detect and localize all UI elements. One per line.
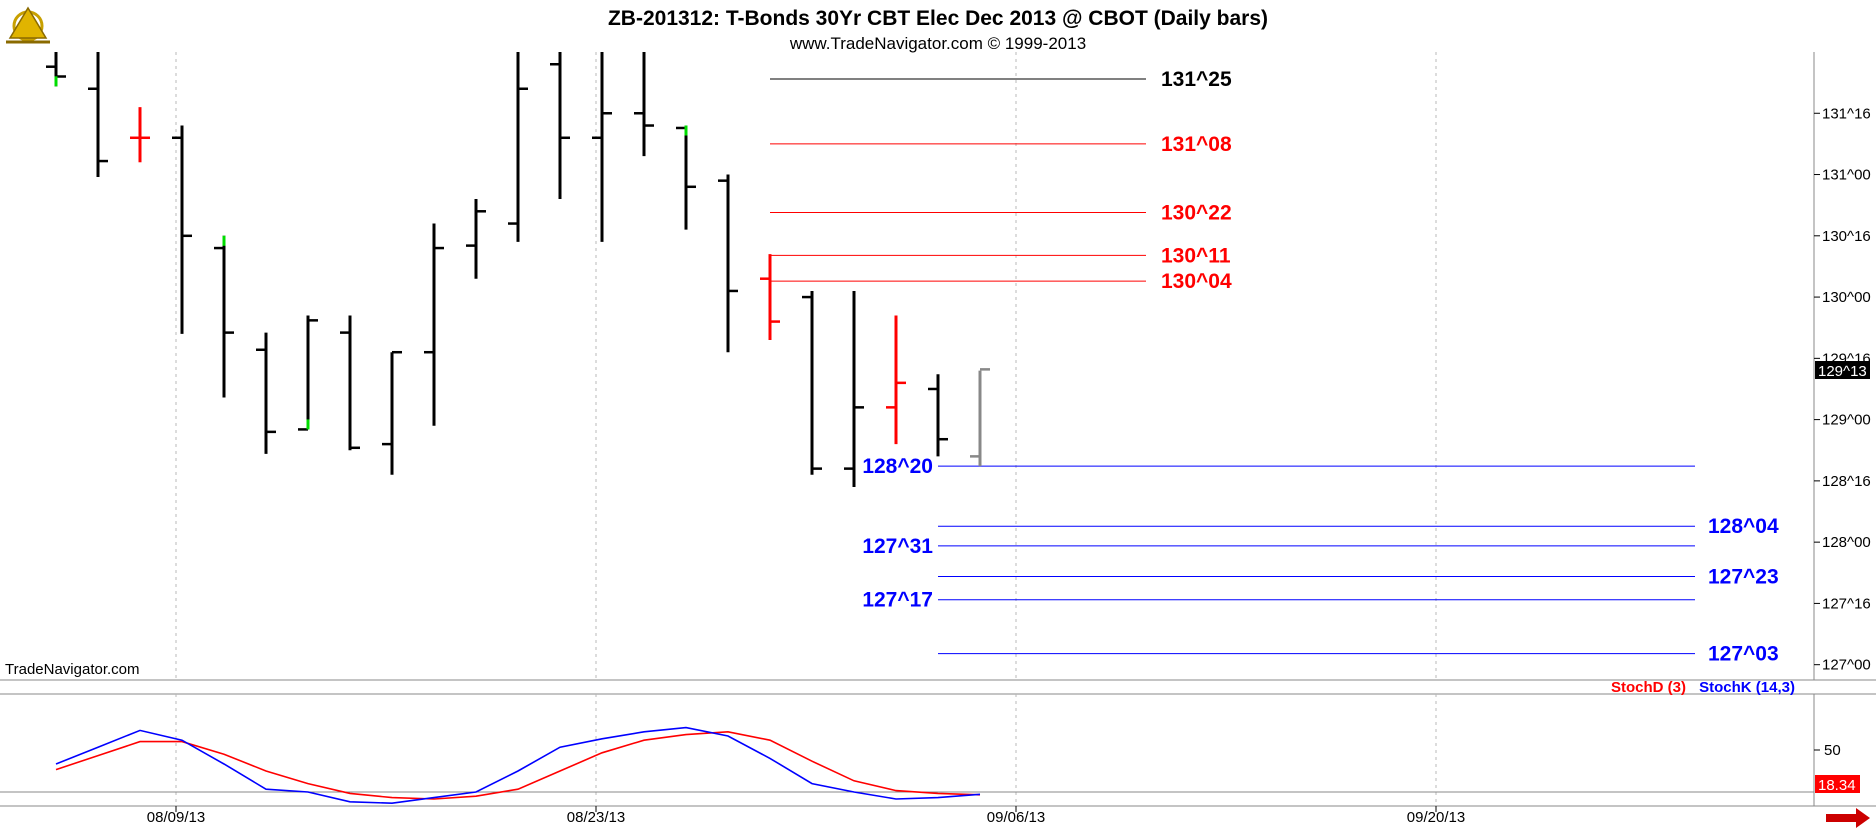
stoch-series-line	[55, 726, 981, 805]
ohlc-bar	[466, 199, 486, 279]
level-label: 128^20	[862, 455, 933, 478]
ohlc-bar	[676, 125, 696, 230]
y-tick-label: 131^00	[1822, 167, 1871, 184]
ohlc-bar	[802, 290, 822, 475]
ohlc-bar	[424, 223, 444, 426]
ohlc-bar	[550, 52, 570, 200]
level-label: 127^03	[1708, 643, 1779, 666]
level-label: 127^23	[1708, 565, 1779, 588]
x-tick-label: 08/23/13	[567, 809, 625, 826]
stoch-y-tick-label: 50	[1824, 742, 1841, 759]
ohlc-bar	[172, 125, 192, 334]
y-tick-label: 131^16	[1822, 105, 1871, 122]
y-tick-label: 129^00	[1822, 412, 1871, 429]
sextant-logo-icon	[6, 6, 50, 44]
x-tick-label: 09/20/13	[1407, 809, 1465, 826]
level-label: 130^04	[1161, 270, 1232, 293]
level-label: 130^11	[1161, 244, 1231, 267]
y-tick-label: 127^00	[1822, 657, 1871, 674]
ohlc-bar	[130, 107, 150, 163]
level-label: 128^04	[1708, 515, 1779, 538]
last-stoch-label: 18.34	[1818, 777, 1856, 794]
stochastic-y-axis: 50	[1814, 742, 1841, 759]
ohlc-bar	[928, 374, 948, 457]
level-label: 127^31	[862, 535, 933, 558]
scroll-right-arrow-icon[interactable]	[1826, 808, 1870, 828]
price-levels: 131^25 131^08 130^22 130^11 130^04 128^20 128^…	[770, 68, 1779, 666]
date-x-axis: 08/09/13 08/23/13 09/06/13 09/20/13	[147, 806, 1465, 826]
ohlc-bar	[592, 52, 612, 242]
ohlc-bar	[46, 52, 66, 87]
last-stoch-marker: 18.34	[1815, 775, 1860, 794]
ohlc-bar	[340, 315, 360, 451]
ohlc-bar	[508, 52, 528, 242]
logo	[6, 6, 50, 44]
y-tick-label: 128^16	[1822, 473, 1871, 490]
x-tick-label: 09/06/13	[987, 809, 1045, 826]
y-tick-label: 127^16	[1822, 595, 1871, 612]
legend-stochK: StochK (14,3)	[1699, 679, 1795, 696]
ohlc-bar	[88, 52, 108, 177]
level-label: 131^08	[1161, 133, 1232, 156]
price-y-axis: 131^16131^00130^16130^00129^16129^00128^…	[1814, 105, 1871, 674]
level-label: 131^25	[1161, 68, 1232, 91]
y-tick-label: 128^00	[1822, 534, 1871, 551]
ohlc-bar	[382, 350, 402, 475]
ohlc-bar	[298, 315, 318, 431]
y-tick-label: 130^00	[1822, 289, 1871, 306]
ohlc-bar	[760, 254, 780, 340]
ohlc-bar	[718, 174, 738, 353]
legend-stochD: StochD (3)	[1611, 679, 1686, 696]
ohlc-bar	[844, 290, 864, 488]
ohlc-bar	[886, 315, 906, 445]
last-price-label: 129^13	[1818, 363, 1867, 380]
x-gridlines	[175, 52, 1437, 680]
chart-title: ZB-201312: T-Bonds 30Yr CBT Elec Dec 201…	[608, 7, 1268, 30]
stochastic-lines	[55, 726, 981, 805]
stochastic-pane: 50 StochD (3) StochK (14,3) 18.34	[0, 679, 1876, 807]
ohlc-bar	[214, 235, 234, 398]
chart-subtitle: www.TradeNavigator.com © 1999-2013	[789, 34, 1086, 53]
ohlc-bars	[46, 52, 990, 488]
ohlc-bar	[634, 52, 654, 157]
last-price-marker: 129^13	[1815, 361, 1870, 380]
price-pane: 131^16131^00130^16130^00129^16129^00128^…	[0, 52, 1876, 681]
ohlc-bar	[970, 368, 990, 467]
watermark: TradeNavigator.com	[5, 661, 140, 678]
stoch-series-line	[55, 730, 981, 800]
x-tick-label: 08/09/13	[147, 809, 205, 826]
level-label: 130^22	[1161, 202, 1232, 225]
level-label: 127^17	[862, 589, 933, 612]
y-tick-label: 130^16	[1822, 228, 1871, 245]
ohlc-bar	[256, 332, 276, 454]
stochastic-gridlines	[175, 694, 1437, 806]
